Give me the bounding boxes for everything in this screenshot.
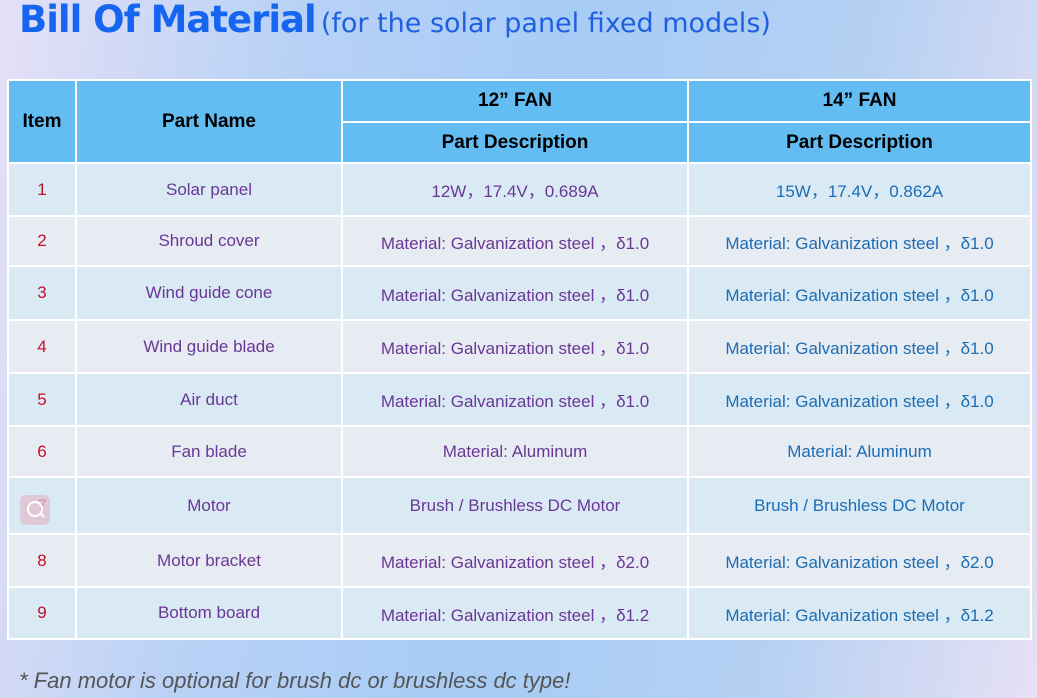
part-name: Motor [75, 476, 343, 535]
table-row: 1 Solar panel 12W，17.4V，0.689A 15W，17.4V，0.… [7, 162, 1032, 217]
part-description-14: Material: Galvanization steel ，δ1.0 [687, 372, 1032, 427]
header-14-part-description: Part Description [687, 121, 1032, 164]
part-description-14: Material: Aluminum [687, 425, 1032, 478]
title-sub: (for the solar panel fixed models) [320, 8, 771, 39]
part-description-14: Material: Galvanization steel ，δ1.0 [687, 319, 1032, 374]
item-number: 7 [7, 476, 77, 535]
part-name: Motor bracket [75, 533, 343, 588]
part-name: Wind guide blade [75, 319, 343, 374]
part-description-12: Brush / Brushless DC Motor [341, 476, 689, 535]
item-number: 6 [7, 425, 77, 478]
table-row: 2 Shroud cover Material: Galvanization ste… [7, 215, 1032, 267]
header-part-name: Part Name [75, 79, 343, 164]
item-number: 1 [7, 162, 77, 217]
part-name: Air duct [75, 372, 343, 427]
table-row: 8 Motor bracket Material: Galvanization st… [7, 533, 1032, 588]
part-name: Wind guide cone [75, 265, 343, 321]
table-row: 6 Fan blade Material: Aluminum Material: Al… [7, 425, 1032, 478]
table-row: 5 Air duct Material: Galvanization steel ，… [7, 372, 1032, 427]
header-14-fan: 14” FAN [687, 79, 1032, 123]
search-icon[interactable] [20, 495, 50, 525]
table-row: 9 Bottom board Material: Galvanization ste… [7, 586, 1032, 640]
part-name: Bottom board [75, 586, 343, 640]
part-name: Fan blade [75, 425, 343, 478]
header-12-part-description: Part Description [341, 121, 689, 164]
part-description-14: Brush / Brushless DC Motor [687, 476, 1032, 535]
table-row: 4 Wind guide blade Material: Galvanization… [7, 319, 1032, 374]
part-description-12: 12W，17.4V，0.689A [341, 162, 689, 217]
page-title: Bill Of Material (for the solar panel fi… [19, 0, 771, 41]
part-description-14: 15W，17.4V，0.862A [687, 162, 1032, 217]
part-description-12: Material: Galvanization steel ，δ2.0 [341, 533, 689, 588]
part-name: Solar panel [75, 162, 343, 217]
part-description-12: Material: Galvanization steel ，δ1.2 [341, 586, 689, 640]
part-name: Shroud cover [75, 215, 343, 267]
item-number: 2 [7, 215, 77, 267]
header-12-fan: 12” FAN [341, 79, 689, 123]
part-description-12: Material: Galvanization steel ，δ1.0 [341, 215, 689, 267]
table-row: 3 Wind guide cone Material: Galvanization … [7, 265, 1032, 321]
title-main: Bill Of Material [19, 0, 317, 41]
part-description-14: Material: Galvanization steel ，δ1.2 [687, 586, 1032, 640]
part-description-12: Material: Galvanization steel ，δ1.0 [341, 372, 689, 427]
part-description-12: Material: Galvanization steel ，δ1.0 [341, 319, 689, 374]
item-number: 4 [7, 319, 77, 374]
item-number: 8 [7, 533, 77, 588]
bom-table: Item Part Name 12” FAN 14” FAN Part Desc… [7, 79, 1032, 640]
part-description-12: Material: Aluminum [341, 425, 689, 478]
part-description-14: Material: Galvanization steel ，δ1.0 [687, 215, 1032, 267]
part-description-14: Material: Galvanization steel ，δ2.0 [687, 533, 1032, 588]
part-description-12: Material: Galvanization steel ，δ1.0 [341, 265, 689, 321]
part-description-14: Material: Galvanization steel ，δ1.0 [687, 265, 1032, 321]
item-number: 5 [7, 372, 77, 427]
item-number: 3 [7, 265, 77, 321]
footnote: * Fan motor is optional for brush dc or … [19, 668, 571, 693]
header-item: Item [7, 79, 77, 164]
item-number: 9 [7, 586, 77, 640]
